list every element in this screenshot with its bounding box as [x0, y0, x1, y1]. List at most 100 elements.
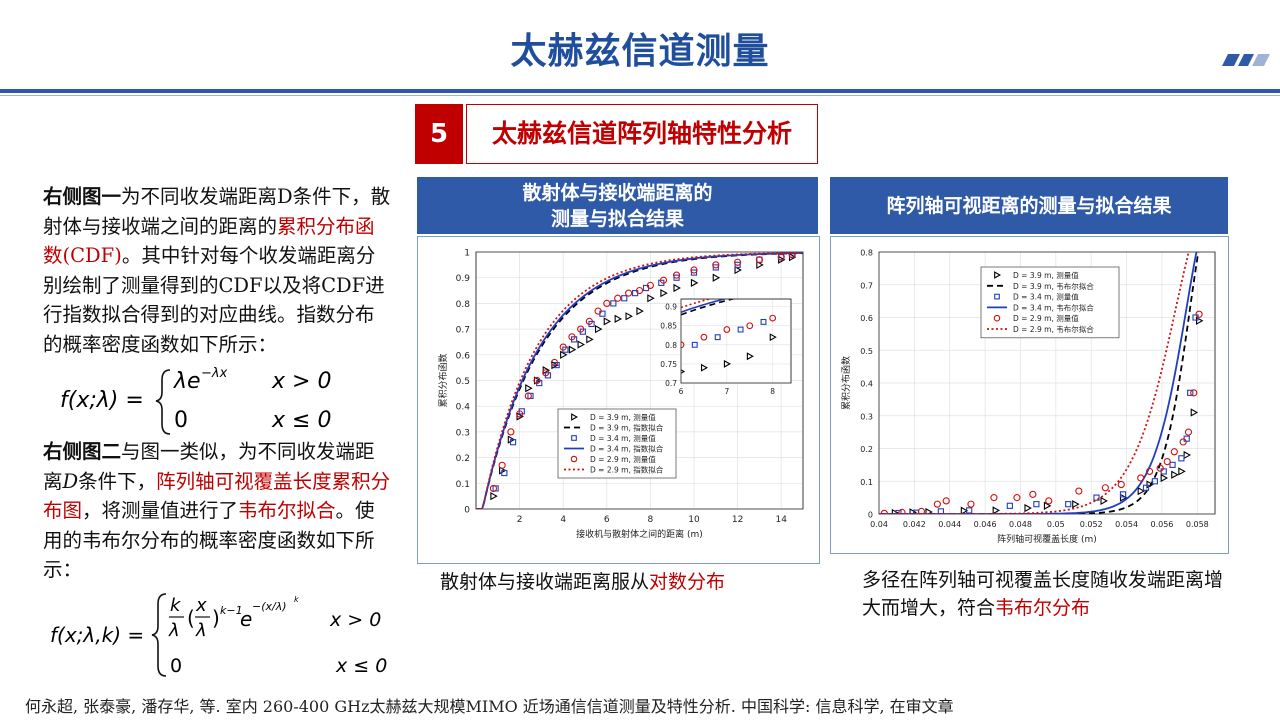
marker-square — [610, 300, 617, 307]
marker-triangle — [636, 306, 644, 316]
marker-triangle — [769, 333, 777, 342]
marker-triangle — [571, 413, 579, 421]
formula2-lhs: f(x;λ,k) = — [50, 623, 144, 647]
chart-b-frame: 0 0.1 0.2 0.3 0.4 0.5 0.6 0.7 0.8 0.04 0.042 0.044 0… — [830, 236, 1229, 554]
y-tick-label: 0.7 — [860, 281, 873, 290]
inset-y-tick: 0.7 — [665, 379, 677, 388]
y-tick-label: 0.5 — [456, 377, 470, 387]
text-span: 与图一类似，为不同收发端距离 — [43, 440, 375, 493]
paren-close: ) — [212, 606, 220, 630]
marker-circle — [993, 314, 1001, 322]
inset-y-tick: 0.9 — [665, 303, 677, 312]
text-span: 。其中针对每个收发端距离分别绘制了测量得到的CDF以及将CDF进行指数拟合得到的… — [43, 244, 385, 356]
symbol-d: D — [62, 469, 79, 493]
marker-triangle — [507, 435, 516, 444]
marker-triangle — [542, 366, 551, 375]
marker-square — [760, 318, 767, 325]
marker-circle — [524, 392, 532, 400]
marker-circle — [577, 325, 585, 333]
caption-a-text: 散射体与接收端距离服从 — [440, 571, 650, 593]
x-tick-label: 0.042 — [903, 520, 926, 529]
formula-case1-expr: λe — [173, 369, 201, 394]
panel-a-caption: 散射体与接收端距离服从对数分布 — [440, 568, 800, 596]
formula2-exp1: k−1 — [220, 604, 243, 617]
formula2-k: k — [170, 595, 182, 616]
marker-triangle — [625, 312, 633, 321]
y-tick-label: 0.7 — [456, 326, 470, 336]
legend-label: D = 3.4 m, 韦布尔拟合 — [1013, 302, 1094, 312]
x-tick-label: 0.054 — [1115, 520, 1138, 529]
x-tick-label: 10 — [688, 515, 700, 525]
x-tick-label: 6 — [604, 515, 610, 525]
page-title: 太赫兹信道测量 — [510, 31, 770, 72]
marker-square — [501, 469, 508, 477]
marker-square — [1033, 501, 1040, 508]
x-tick-label: 14 — [775, 515, 787, 525]
marker-square — [1119, 491, 1127, 498]
marker-square — [1178, 455, 1185, 462]
formula2-lambda: λ — [168, 620, 180, 641]
marker-circle — [635, 286, 644, 295]
marker-circle — [594, 307, 602, 315]
panel-a-header: 散射体与接收端距离的 测量与拟合结果 — [417, 177, 818, 234]
panel-a-header-line2: 测量与拟合结果 — [550, 207, 684, 230]
marker-circle — [559, 343, 567, 351]
marker-circle — [681, 341, 685, 349]
marker-triangle — [594, 324, 603, 334]
marker-circle — [769, 314, 777, 322]
marker-circle — [625, 289, 633, 297]
marker-triangle — [734, 265, 742, 275]
marker-triangle — [586, 335, 594, 344]
marker-triangle — [614, 314, 623, 323]
formula2-e: e — [240, 607, 252, 631]
marker-triangle — [647, 294, 655, 303]
marker-circle — [614, 294, 622, 302]
marker-circle — [507, 428, 515, 436]
marker-triangle — [1160, 473, 1169, 483]
marker-circle — [933, 500, 941, 508]
inset-x-tick: 6 — [679, 387, 684, 396]
x-tick-label: 2 — [517, 515, 523, 525]
marker-triangle — [1178, 467, 1186, 476]
marker-triangle — [712, 273, 721, 282]
legend-box — [557, 408, 677, 479]
marker-square — [714, 334, 721, 341]
formula2-exp2k: k — [294, 595, 299, 604]
y-tick-label: 0 — [868, 511, 873, 520]
marker-circle — [1184, 428, 1193, 436]
y-axis-label: 累积分布函数 — [840, 356, 852, 410]
highlight-cdf: 累积分布函数(CDF) — [43, 214, 375, 268]
y-tick-label: 0.4 — [860, 380, 873, 389]
marker-circle — [1137, 474, 1145, 482]
formula-case2-expr: 0 — [174, 408, 188, 433]
marker-circle — [516, 410, 524, 418]
formula2-x: x — [195, 595, 207, 616]
paren-open: ( — [187, 606, 195, 630]
y-axis-label: 累积分布函数 — [437, 353, 449, 407]
panel-a-header-line1: 散射体与接收端距离的 — [522, 181, 713, 204]
marker-circle — [1156, 464, 1164, 472]
marker-square — [1169, 461, 1176, 468]
marker-circle — [990, 494, 998, 502]
marker-triangle — [746, 352, 754, 361]
marker-triangle — [992, 506, 1001, 514]
text-span: 为不同收发端距离D条件下，散射体与接收端之间的距离的 — [43, 185, 391, 238]
marker-triangle — [1190, 408, 1199, 417]
formula2-case1-cond: x > 0 — [329, 609, 381, 631]
marker-circle — [1101, 484, 1109, 492]
marker-circle — [788, 252, 796, 259]
marker-triangle — [1195, 316, 1204, 325]
series-group — [476, 252, 803, 509]
text-span: 。使用的韦布尔分布的概率密度函数如下所示： — [43, 499, 375, 582]
fit-curve — [879, 252, 1198, 514]
marker-circle — [898, 508, 906, 514]
marker-circle — [542, 369, 550, 377]
marker-square — [1187, 389, 1194, 396]
x-tick-label: 0.058 — [1186, 520, 1209, 529]
marker-square — [691, 341, 698, 348]
marker-circle — [777, 253, 785, 261]
inset-x-tick: 7 — [724, 387, 729, 396]
x-tick-label: 0.056 — [1150, 520, 1173, 529]
marker-square — [1065, 501, 1072, 508]
marker-triangle — [723, 359, 731, 368]
